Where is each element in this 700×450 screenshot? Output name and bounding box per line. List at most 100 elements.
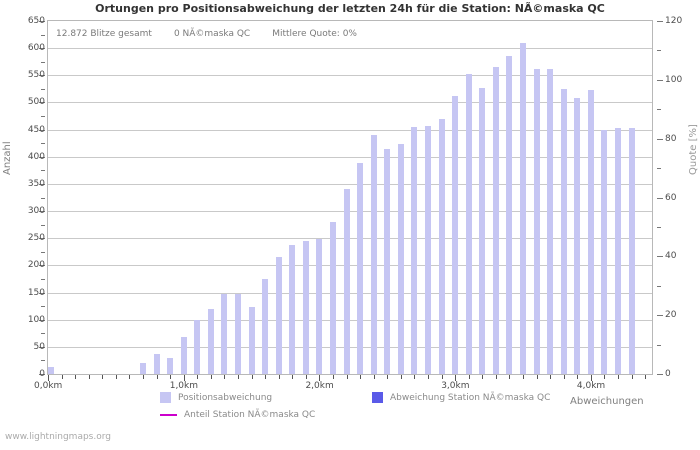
bar xyxy=(167,357,174,374)
bar xyxy=(547,68,554,374)
y-tick-mark-left xyxy=(39,102,45,104)
bar xyxy=(520,42,527,374)
y-tick-mark-left xyxy=(39,346,45,348)
y-tick-label-left: 500 xyxy=(27,97,45,108)
y-tick-label-left: 150 xyxy=(27,287,45,298)
y-tick-mark-left xyxy=(39,374,45,375)
y-tick-mark-right xyxy=(657,315,663,317)
x-tick-mark-minor xyxy=(292,375,294,379)
bar xyxy=(262,278,269,374)
bar xyxy=(235,293,242,374)
y-tick-mark-left xyxy=(39,292,45,294)
y-tick-mark-left xyxy=(39,129,45,131)
gridline xyxy=(48,292,652,294)
x-tick-mark-minor xyxy=(550,375,552,379)
legend-line-marker xyxy=(160,414,177,416)
gridline xyxy=(48,183,652,185)
x-tick-mark-minor xyxy=(360,375,362,379)
y-tick-mark-left xyxy=(39,238,45,240)
bar xyxy=(411,126,418,374)
y-tick-label-right: 40 xyxy=(665,251,677,262)
gridline xyxy=(48,211,652,213)
legend-item[interactable]: Abweichung Station NÃ©maska QC xyxy=(372,392,550,403)
x-tick-mark-major xyxy=(455,375,457,381)
bar xyxy=(506,56,513,374)
x-tick-mark-minor xyxy=(400,375,402,379)
y-tick-label-left: 550 xyxy=(27,70,45,81)
y-tick-label-left: 200 xyxy=(27,260,45,271)
x-tick-mark-minor xyxy=(115,375,117,379)
x-tick-mark-minor xyxy=(468,375,470,379)
legend-item[interactable]: Anteil Station NÃ©maska QC xyxy=(160,410,315,420)
x-tick-mark-minor xyxy=(305,375,307,379)
x-tick-mark-minor xyxy=(210,375,212,379)
x-tick-label: 0,0km xyxy=(34,381,63,391)
bar xyxy=(302,240,309,374)
legend-item[interactable]: Positionsabweichung xyxy=(160,392,272,403)
bar xyxy=(601,129,608,374)
x-tick-mark-minor xyxy=(197,375,199,379)
x-tick-mark-major xyxy=(319,375,321,381)
x-tick-mark-minor xyxy=(373,375,375,379)
y-tick-mark-left xyxy=(39,21,45,22)
legend-color-swatch xyxy=(160,392,171,403)
bar xyxy=(384,148,391,374)
y-tick-label-right: 100 xyxy=(665,74,683,85)
x-tick-mark-minor xyxy=(346,375,348,379)
bar xyxy=(479,87,486,374)
gridline xyxy=(48,75,652,77)
y-tick-label-right: 20 xyxy=(665,310,677,321)
chart-subtitle: 12.872 Blitze gesamt 0 NÃ©maska QC Mittler… xyxy=(56,29,357,39)
bar xyxy=(275,257,282,374)
bar xyxy=(153,353,160,374)
x-tick-mark-major xyxy=(590,375,592,381)
gridline xyxy=(48,48,652,50)
y-tick-mark-left xyxy=(39,183,45,185)
x-tick-mark-minor xyxy=(618,375,620,379)
y-tick-mark-left xyxy=(39,211,45,213)
x-tick-mark-minor xyxy=(224,375,226,379)
y-tick-label-left: 350 xyxy=(27,178,45,189)
x-tick-mark-minor xyxy=(645,375,647,379)
plot-area: 12.872 Blitze gesamt 0 NÃ©maska QC Mittler… xyxy=(47,20,653,375)
y-tick-mark-right-minor xyxy=(657,168,661,170)
watermark: www.lightningmaps.org xyxy=(5,432,111,442)
legend-label: Positionsabweichung xyxy=(178,392,273,403)
y-tick-mark-left-minor xyxy=(41,143,45,145)
x-tick-mark-minor xyxy=(88,375,90,379)
y-tick-mark-left xyxy=(39,265,45,267)
x-tick-mark-minor xyxy=(129,375,131,379)
y-tick-label-right: 80 xyxy=(665,133,677,144)
y-tick-label-left: 650 xyxy=(27,16,45,26)
x-tick-mark-minor xyxy=(509,375,511,379)
y-tick-label-right: 0 xyxy=(665,369,671,379)
x-tick-mark-minor xyxy=(170,375,172,379)
bar xyxy=(533,68,540,374)
x-tick-mark-minor xyxy=(495,375,497,379)
x-tick-mark-major xyxy=(48,375,49,381)
bar xyxy=(180,337,187,374)
y-axis-ticks-left: 0 50 100 150 200 250 300 350 400 450 500 550 600 650 xyxy=(0,16,45,379)
x-tick-mark-minor xyxy=(156,375,158,379)
gridline xyxy=(48,238,652,240)
legend-color-swatch xyxy=(372,392,383,403)
y-tick-label-left: 300 xyxy=(27,206,45,217)
y-tick-label-left: 100 xyxy=(27,314,45,325)
x-tick-mark-minor xyxy=(61,375,63,379)
x-tick-mark-minor xyxy=(414,375,416,379)
x-tick-mark-minor xyxy=(428,375,430,379)
bar xyxy=(248,306,255,374)
x-axis-label: Abweichungen xyxy=(570,396,644,407)
bar xyxy=(397,144,404,374)
subtitle-station-count: 0 NÃ©maska QC xyxy=(173,29,251,39)
gridline xyxy=(48,346,652,348)
y-tick-mark-right xyxy=(657,138,663,140)
x-tick-mark-minor xyxy=(604,375,606,379)
y-tick-mark-left-minor xyxy=(41,278,45,280)
y-tick-mark-left-minor xyxy=(41,197,45,199)
y-tick-mark-left-minor xyxy=(41,170,45,172)
y-tick-label-right: 60 xyxy=(665,192,677,203)
y-tick-mark-right xyxy=(657,374,663,375)
bar xyxy=(194,319,201,374)
